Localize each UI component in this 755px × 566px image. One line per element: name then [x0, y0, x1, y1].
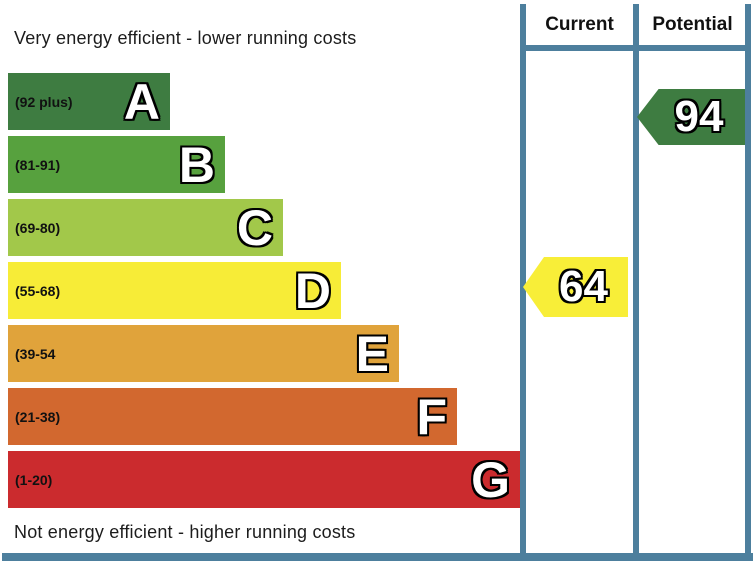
- band-d-range-label: (55-68): [15, 282, 61, 299]
- bottom-rule: [2, 553, 753, 561]
- bottom-caption: Not energy efficient - higher running co…: [14, 522, 356, 542]
- band-e-letter: E: [355, 325, 389, 382]
- potential-rating-pointer-icon: 94: [637, 89, 745, 145]
- table-rule-right: [745, 4, 751, 560]
- potential-rating-value: 94: [674, 92, 724, 141]
- band-b-range-label: (81-91): [15, 156, 61, 173]
- band-f-bar: (21-38) F: [8, 388, 457, 445]
- band-f-letter: F: [416, 388, 447, 445]
- band-b-bar: (81-91) B: [8, 136, 225, 193]
- band-d-letter: D: [294, 262, 331, 319]
- band-f-range-label: (21-38): [15, 408, 61, 425]
- band-g-range-label: (1-20): [15, 471, 53, 488]
- band-c-bar: (69-80) C: [8, 199, 283, 256]
- band-a-letter: A: [123, 73, 160, 130]
- band-b-letter: B: [178, 136, 215, 193]
- current-column-header: Current: [545, 14, 614, 35]
- band-a-bar: (92 plus) A: [8, 73, 170, 130]
- band-c-letter: C: [236, 199, 273, 256]
- potential-column-header: Potential: [652, 14, 733, 35]
- table-rule-left: [520, 4, 526, 560]
- band-e-bar: (39-54 E: [8, 325, 399, 382]
- current-rating-value: 64: [559, 262, 608, 311]
- band-e-range-label: (39-54: [15, 345, 56, 362]
- band-c-range-label: (69-80): [15, 219, 61, 236]
- rating-bands: (92 plus) A (81-91) B (69-80) C (55-68) …: [8, 73, 520, 514]
- current-rating-pointer-icon: 64: [523, 257, 628, 317]
- band-a-range-label: (92 plus): [15, 93, 73, 110]
- band-g-letter: G: [471, 451, 510, 508]
- top-caption: Very energy efficient - lower running co…: [14, 28, 357, 48]
- band-d-bar: (55-68) D: [8, 262, 341, 319]
- band-g-bar: (1-20) G: [8, 451, 520, 508]
- header-separator-rule: [520, 45, 751, 51]
- table-rule-middle: [633, 4, 639, 560]
